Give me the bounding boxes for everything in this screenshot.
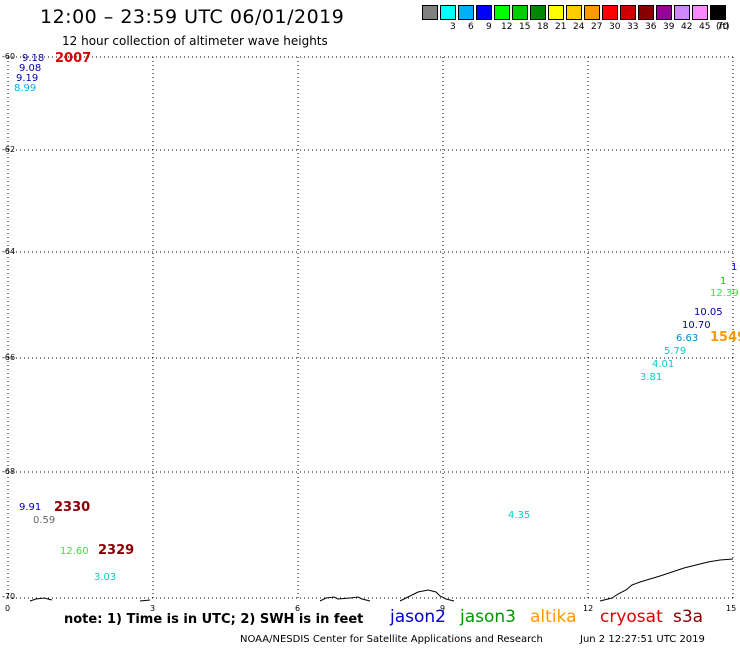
wave-height-label: 3.81 bbox=[640, 372, 663, 383]
color-scale-label: 21 bbox=[555, 22, 567, 32]
color-scale-label: 9 bbox=[486, 22, 492, 32]
satellite-legend-jason2: jason2 bbox=[390, 607, 446, 627]
color-scale-swatch bbox=[440, 5, 456, 20]
lon-label-15: 15 bbox=[726, 604, 737, 613]
pass-time-tag: 1549 bbox=[710, 330, 740, 345]
color-scale-swatch bbox=[422, 5, 438, 20]
lat-label-60: -60 bbox=[2, 52, 16, 61]
page-subtitle: 12 hour collection of altimeter wave hei… bbox=[62, 34, 328, 48]
pass-time-tag: 2329 bbox=[98, 543, 135, 558]
color-scale-swatch bbox=[512, 5, 528, 20]
lat-label-62: -62 bbox=[2, 145, 16, 154]
graticule bbox=[7, 56, 734, 601]
color-scale-label: 33 bbox=[627, 22, 639, 32]
lat-label-70: -70 bbox=[2, 592, 16, 601]
color-scale-label: 6 bbox=[468, 22, 474, 32]
color-scale-swatch bbox=[674, 5, 690, 20]
lon-label-6: 6 bbox=[295, 604, 301, 613]
wave-height-label: 8.99 bbox=[14, 83, 37, 94]
lat-label-68: -68 bbox=[2, 467, 16, 476]
color-scale-swatch bbox=[602, 5, 618, 20]
lon-label-9: 9 bbox=[440, 604, 446, 613]
color-scale-label: 30 bbox=[609, 22, 621, 32]
color-scale-swatch bbox=[566, 5, 582, 20]
color-scale-label: 36 bbox=[645, 22, 657, 32]
pass-time-tag: 2007 bbox=[55, 51, 92, 66]
color-scale-label: 39 bbox=[663, 22, 675, 32]
lon-label-12: 12 bbox=[583, 604, 594, 613]
wave-height-label: 5.79 bbox=[664, 346, 687, 357]
wave-height-label: 10.05 bbox=[694, 307, 723, 318]
color-scale-swatch bbox=[584, 5, 600, 20]
wave-height-label: 10.70 bbox=[682, 320, 711, 331]
wave-height-label: 0.59 bbox=[33, 515, 56, 526]
color-scale-swatch bbox=[548, 5, 564, 20]
color-scale-label: 45 bbox=[699, 22, 711, 32]
color-scale-label: 27 bbox=[591, 22, 603, 32]
wave-height-label: 3.03 bbox=[94, 572, 117, 583]
color-scale-swatch bbox=[494, 5, 510, 20]
color-scale-label: 42 bbox=[681, 22, 693, 32]
wave-height-label: 9.19 bbox=[16, 73, 39, 84]
satellite-legend-cryosat: cryosat bbox=[600, 607, 663, 627]
pass-time-tag: 2330 bbox=[54, 500, 91, 515]
footer-note: note: 1) Time is in UTC; 2) SWH is in fe… bbox=[64, 612, 364, 627]
wave-height-label: 4.35 bbox=[508, 510, 531, 521]
wave-height-label: 6.63 bbox=[676, 333, 699, 344]
color-scale-swatch bbox=[710, 5, 726, 20]
page-title: 12:00 – 23:59 UTC 06/01/2019 bbox=[40, 6, 345, 28]
wave-height-label: 9.18 bbox=[22, 53, 45, 64]
color-scale-swatch bbox=[620, 5, 636, 20]
color-scale-label: 24 bbox=[573, 22, 585, 32]
lat-label-66: -66 bbox=[2, 353, 16, 362]
wave-height-label: 1 bbox=[720, 276, 727, 287]
color-scale-swatch bbox=[458, 5, 474, 20]
lon-label-3: 3 bbox=[150, 604, 156, 613]
wave-height-label: 9.08 bbox=[19, 63, 42, 74]
satellite-legend-altika: altika bbox=[530, 607, 577, 627]
credit-line: NOAA/NESDIS Center for Satellite Applica… bbox=[240, 634, 543, 645]
generated-timestamp: Jun 2 12:27:51 UTC 2019 bbox=[580, 634, 705, 645]
lat-label-64: -64 bbox=[2, 247, 16, 256]
color-scale-swatch bbox=[638, 5, 654, 20]
satellite-legend-s3a: s3a bbox=[673, 607, 704, 627]
satellite-legend-jason3: jason3 bbox=[460, 607, 516, 627]
lon-label-0: 0 bbox=[5, 604, 11, 613]
wave-height-label: 12.60 bbox=[60, 546, 89, 557]
wave-height-label: 12.39 bbox=[710, 288, 739, 299]
antarctic-coastline bbox=[29, 558, 734, 602]
color-scale-swatch bbox=[530, 5, 546, 20]
color-scale-label: 15 bbox=[519, 22, 531, 32]
wave-height-label: 1 bbox=[731, 262, 738, 273]
color-scale-swatch bbox=[692, 5, 708, 20]
wave-height-label: 4.01 bbox=[652, 359, 675, 370]
color-scale-label: 3 bbox=[450, 22, 456, 32]
color-scale-label: 18 bbox=[537, 22, 549, 32]
color-scale-label: 70 bbox=[717, 22, 729, 32]
color-scale-unit: (ft) bbox=[716, 22, 730, 32]
color-scale-swatch bbox=[656, 5, 672, 20]
color-scale-swatch bbox=[476, 5, 492, 20]
color-scale-label: 12 bbox=[501, 22, 513, 32]
wave-height-label: 9.91 bbox=[19, 502, 42, 513]
